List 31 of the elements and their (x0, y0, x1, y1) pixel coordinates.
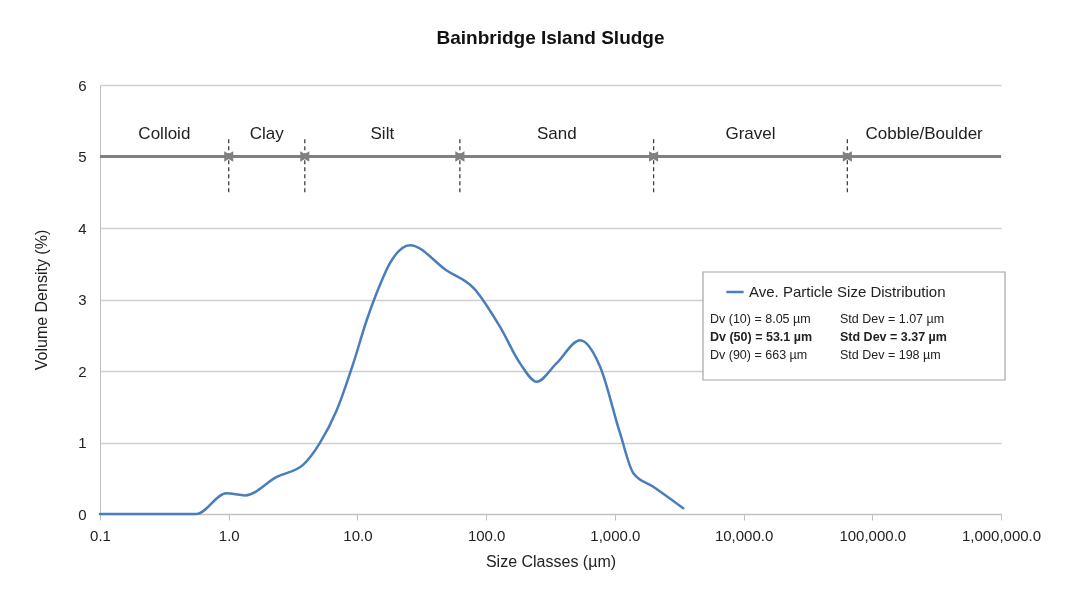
annotation: Silt (370, 123, 395, 143)
annotation: Colloid (138, 123, 191, 143)
annotation: Std Dev = 198 µm (840, 348, 941, 362)
y-tick-label: 6 (78, 76, 87, 94)
y-tick-label: 4 (78, 219, 87, 237)
y-tick-label: 0 (78, 505, 87, 523)
chart-title: Bainbridge Island Sludge (436, 27, 665, 48)
x-tick-label: 100,000.0 (839, 526, 907, 544)
annotation: Gravel (725, 123, 776, 143)
y-tick-label: 5 (78, 148, 87, 165)
annotation: Dv (50) = 53.1 µm (710, 330, 813, 344)
x-tick-label: 0.1 (90, 526, 111, 544)
x-tick-label: 100.0 (467, 526, 506, 544)
annotation: Cobble/Boulder (865, 123, 984, 143)
annotation: Std Dev = 3.37 µm (840, 330, 947, 344)
y-tick-label: 2 (78, 362, 87, 380)
annotation: Dv (10) = 8.05 µm (710, 312, 811, 326)
annotation: Clay (249, 123, 285, 143)
annotation: Dv (90) = 663 µm (710, 348, 808, 362)
x-tick-label: 1,000,000.0 (961, 526, 1042, 544)
y-axis-title: Volume Density (%) (33, 229, 51, 371)
y-tick-label: 3 (78, 291, 87, 308)
x-tick-label: 1,000.0 (590, 526, 641, 544)
annotation: Std Dev = 1.07 µm (840, 312, 945, 326)
x-tick-label: 10.0 (343, 526, 373, 544)
x-tick-label: 10,000.0 (714, 526, 774, 544)
y-tick-label: 1 (78, 434, 87, 451)
legend-label: Ave. Particle Size Distribution (749, 283, 946, 300)
annotation: Sand (536, 123, 577, 143)
x-axis-title: Size Classes (µm) (485, 552, 617, 570)
x-tick-label: 1.0 (218, 526, 240, 544)
